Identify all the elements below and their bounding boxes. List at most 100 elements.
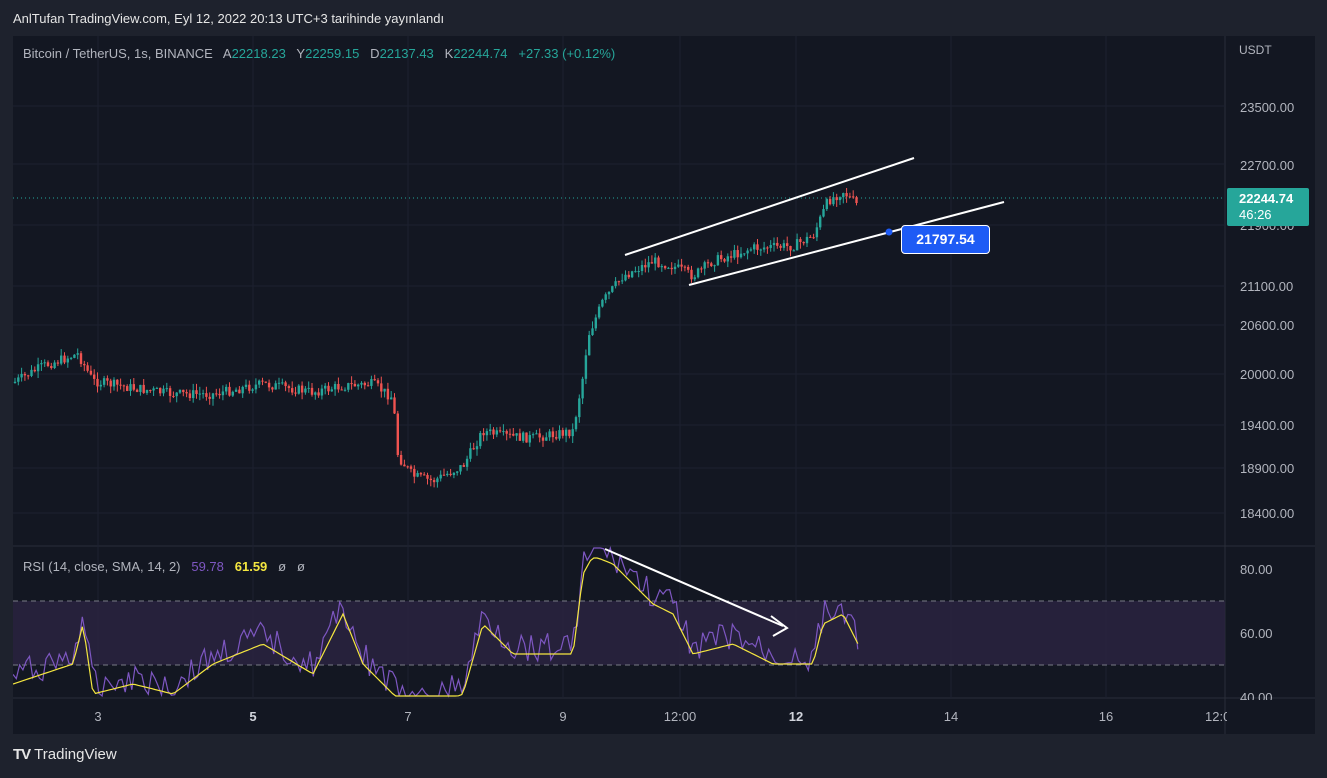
- candle: [733, 244, 736, 260]
- candle: [726, 253, 729, 268]
- last-price-value: 22244.74: [1239, 191, 1294, 206]
- candle: [139, 384, 142, 396]
- publish-header: AnlTufan TradingView.com, Eyl 12, 2022 2…: [0, 0, 1327, 36]
- candle-body: [248, 384, 251, 391]
- candle: [630, 270, 634, 279]
- candle: [122, 384, 126, 392]
- tradingview-logo-icon: TV: [13, 746, 31, 763]
- candle-body: [198, 393, 201, 395]
- candle-body: [604, 294, 607, 300]
- candle: [571, 423, 574, 444]
- candle: [531, 432, 535, 439]
- candle-body: [201, 393, 205, 395]
- candle-body: [766, 247, 769, 249]
- candle: [234, 387, 238, 392]
- candle-body: [155, 387, 159, 389]
- candle-body: [393, 397, 396, 414]
- candle-body: [231, 391, 234, 396]
- candle-body: [228, 386, 231, 396]
- candle-body: [614, 281, 617, 287]
- candle-body: [135, 389, 139, 392]
- candle-body: [739, 253, 743, 258]
- candle-body: [753, 244, 756, 250]
- candle: [215, 388, 218, 397]
- candle: [109, 378, 112, 394]
- candle: [396, 410, 399, 458]
- divergence-arrow-head: [770, 615, 789, 637]
- candle-body: [782, 243, 786, 248]
- candle: [185, 389, 188, 398]
- price-callout[interactable]: 21797.54: [901, 225, 990, 254]
- candle: [502, 424, 505, 436]
- candle: [86, 362, 89, 373]
- candle-body: [178, 389, 182, 393]
- candle-body: [343, 389, 347, 391]
- candle-body: [515, 433, 518, 436]
- candle: [581, 376, 584, 405]
- candle-body: [333, 383, 337, 390]
- rsi-legend[interactable]: RSI (14, close, SMA, 14, 2) 59.78 61.59 …: [23, 559, 305, 574]
- candle-body: [36, 364, 40, 372]
- candle-body: [258, 380, 261, 385]
- candle-body: [835, 197, 838, 201]
- candle: [56, 360, 60, 367]
- candle-body: [749, 249, 753, 251]
- candle: [776, 237, 779, 249]
- candle: [264, 381, 267, 384]
- symbol-legend[interactable]: Bitcoin / TetherUS, 1s, BINANCE A22218.2…: [23, 46, 615, 61]
- candle-body: [76, 353, 79, 355]
- candle: [116, 379, 119, 392]
- candle: [515, 433, 518, 441]
- candle-body: [574, 417, 578, 430]
- candle: [465, 455, 469, 471]
- candle: [360, 381, 363, 389]
- candle-body: [109, 380, 112, 387]
- candle: [759, 248, 762, 256]
- rsi-label[interactable]: RSI (14, close, SMA, 14, 2): [23, 559, 181, 574]
- candle: [449, 468, 452, 477]
- chart-area[interactable]: [13, 36, 1315, 734]
- candle: [640, 260, 644, 276]
- candle-body: [30, 369, 33, 376]
- candle: [446, 470, 449, 477]
- candle: [472, 442, 475, 450]
- candle: [165, 382, 168, 392]
- candle-body: [555, 437, 558, 439]
- candle-body: [581, 378, 584, 399]
- price-tick: 18900.00: [1240, 461, 1295, 476]
- candle: [512, 427, 515, 437]
- candle: [822, 204, 825, 218]
- candle: [548, 429, 551, 441]
- candle: [677, 259, 680, 268]
- candle-body: [449, 473, 452, 476]
- candle-body: [845, 193, 848, 197]
- candle-body: [274, 383, 277, 390]
- candle-body: [50, 366, 53, 369]
- candle-body: [436, 478, 439, 483]
- candle-body: [175, 392, 178, 397]
- price-tick: 18400.00: [1240, 506, 1295, 521]
- tradingview-brand[interactable]: TV TradingView: [13, 746, 117, 763]
- rsi-sma-line: [13, 557, 859, 697]
- candle-body: [706, 262, 710, 264]
- candle-body: [261, 380, 264, 382]
- price-tick: 23500.00: [1240, 100, 1295, 115]
- candle-body: [779, 245, 782, 248]
- candle: [218, 388, 221, 399]
- candle: [644, 258, 647, 273]
- candle-body: [66, 358, 69, 363]
- open-key: A: [222, 46, 232, 61]
- candle-body: [13, 381, 17, 383]
- candle: [700, 266, 703, 273]
- candle-body: [564, 429, 568, 436]
- chart-canvas[interactable]: [13, 36, 1315, 734]
- candle-body: [485, 431, 489, 436]
- candle-body: [366, 385, 370, 387]
- candle-body: [297, 385, 300, 394]
- symbol-name[interactable]: Bitcoin / TetherUS, 1s, BINANCE: [23, 46, 213, 61]
- candle: [469, 442, 472, 462]
- candle-body: [538, 433, 541, 438]
- candle: [495, 427, 498, 438]
- last-price-tag: 22244.74 46:26: [1227, 188, 1309, 226]
- candle: [159, 387, 162, 397]
